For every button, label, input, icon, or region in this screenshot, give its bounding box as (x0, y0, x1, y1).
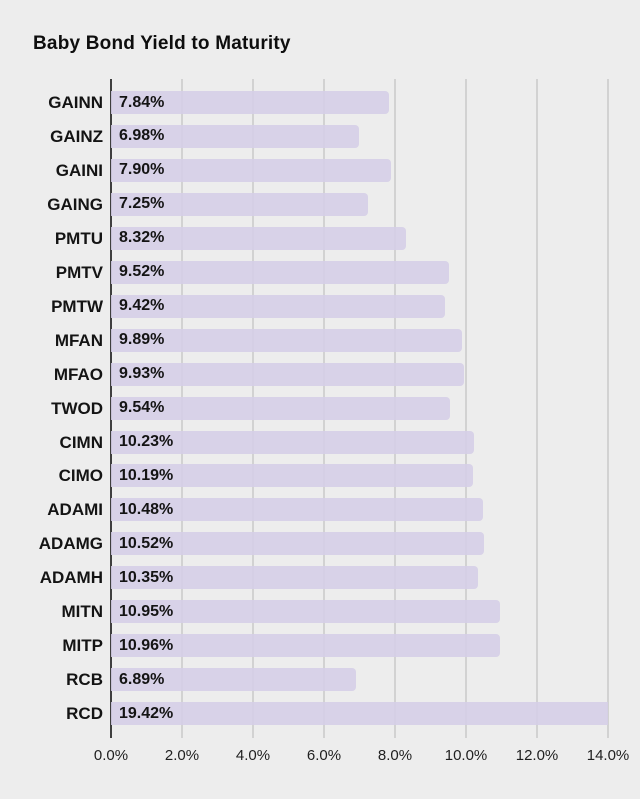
bar: 9.89% (111, 328, 463, 352)
bar: 9.93% (111, 362, 464, 386)
category-label: ADAMI (47, 500, 103, 520)
category-label: PMTV (55, 262, 103, 282)
category-label: GAINZ (50, 126, 103, 146)
bar-value-label: 10.95% (119, 602, 174, 620)
bar: 7.25% (111, 192, 369, 216)
category-label: MFAN (54, 330, 103, 350)
bar: 10.19% (111, 464, 473, 488)
x-tick-label: 4.0% (235, 747, 271, 764)
category-label: MFAO (53, 364, 103, 384)
bar: 19.42% (111, 702, 608, 726)
bar-value-label: 9.54% (119, 399, 165, 417)
bar: 10.48% (111, 498, 484, 522)
category-label: CIMN (59, 432, 103, 452)
bar-value-label: 6.98% (119, 127, 165, 145)
x-tick-label: 14.0% (586, 747, 630, 764)
x-tick-label: 12.0% (515, 747, 559, 764)
category-label: ADAMH (39, 568, 103, 588)
category-label: CIMO (58, 466, 103, 486)
x-tick-label: 6.0% (306, 747, 342, 764)
bar: 7.90% (111, 158, 392, 182)
x-axis-tick-labels: 0.0% 2.0% 4.0% 6.0% 8.0% 10.0% 12.0% 14.0% (0, 747, 640, 767)
bar: 10.96% (111, 634, 501, 658)
chart-title: Baby Bond Yield to Maturity (33, 33, 291, 54)
category-label: ADAMG (38, 534, 103, 554)
bar-value-label: 10.35% (119, 568, 174, 586)
category-label: MITP (62, 636, 103, 656)
bar: 8.32% (111, 226, 407, 250)
bar-value-label: 9.42% (119, 297, 165, 315)
x-tick-label: 2.0% (164, 747, 200, 764)
bar: 10.23% (111, 430, 475, 454)
bar: 6.98% (111, 124, 359, 148)
bar-value-label: 10.23% (119, 433, 174, 450)
bar: 9.54% (111, 396, 450, 420)
category-label: PMTW (51, 296, 103, 316)
bar-value-label: 19.42% (119, 704, 174, 722)
bar: 10.95% (111, 600, 500, 624)
category-label: GAINN (48, 93, 103, 112)
bar-value-label: 10.96% (119, 636, 174, 654)
x-tick-label: 10.0% (444, 747, 488, 764)
bar-value-label: 6.89% (119, 670, 165, 688)
bar-value-label: 7.90% (119, 161, 165, 179)
x-tick-label: 0.0% (93, 747, 129, 764)
bar-value-label: 10.52% (119, 534, 174, 552)
category-label: TWOD (51, 398, 103, 418)
bar-value-label: 10.19% (119, 466, 174, 484)
category-label: MITN (61, 602, 103, 622)
category-label: GAING (47, 194, 103, 214)
gridline (465, 79, 467, 738)
category-label: RCD (66, 704, 103, 724)
bar: 9.42% (111, 294, 446, 318)
bar-value-label: 7.25% (119, 195, 165, 213)
category-label: PMTU (54, 228, 103, 248)
x-tick-label: 8.0% (377, 747, 413, 764)
bar-value-label: 8.32% (119, 229, 165, 247)
bar-value-label: 9.52% (119, 263, 165, 281)
bar-value-label: 9.93% (119, 365, 165, 383)
bar: 10.52% (111, 532, 485, 556)
bar-value-label: 9.89% (119, 331, 165, 349)
bars-layer: 7.84% 6.98% 7.90% 7.25% 8.32% 9.52% 9.42% 9.89%… (111, 79, 608, 738)
plot-area: 7.84% 6.98% 7.90% 7.25% 8.32% 9.52% 9.42% 9.89%… (110, 79, 609, 738)
bar: 10.35% (111, 566, 479, 590)
gridline (536, 79, 538, 738)
bar: 6.89% (111, 668, 356, 692)
gridline (607, 79, 609, 738)
category-label: RCB (66, 670, 103, 690)
bar-value-label: 10.48% (119, 500, 174, 518)
y-axis-labels: GAINN GAINZ GAINI GAING PMTU PMTV PMTW MFAN MFAO… (0, 79, 103, 738)
category-label: GAINI (55, 160, 103, 180)
bar: 7.84% (111, 91, 390, 114)
bar: 9.52% (111, 260, 449, 284)
bar-value-label: 7.84% (119, 93, 165, 111)
